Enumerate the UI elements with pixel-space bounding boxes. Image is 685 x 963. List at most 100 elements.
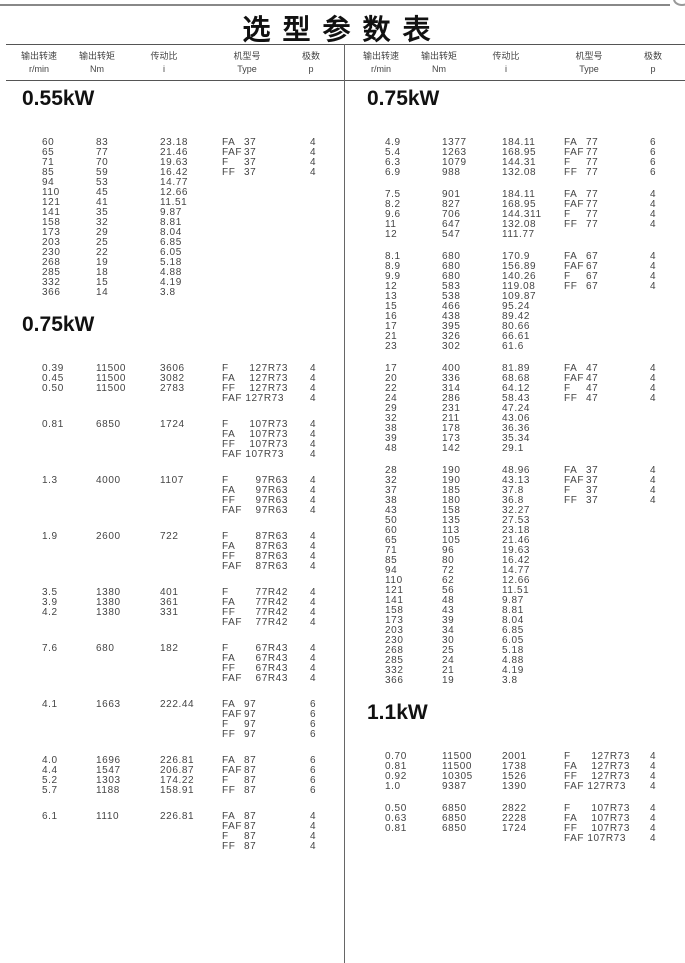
header-cn: 输出转速 [20, 51, 57, 61]
poles-cell: 4 [310, 653, 317, 664]
speed-cell: 29 [385, 403, 398, 414]
torque-cell: 113 [442, 525, 460, 536]
ratio-cell: 144.31 [502, 157, 537, 168]
speed-cell: 24 [385, 393, 398, 404]
torque-cell: 29 [96, 227, 109, 238]
poles-cell: 4 [310, 551, 317, 562]
table-row: 1.0 9387 1390 FAF 127R73 4 [345, 782, 685, 792]
table-row: 4.0 1696 226.81 FA 87 6 [0, 756, 340, 766]
type-cell: F 107R73 [564, 804, 630, 814]
type-model: 37 [244, 157, 257, 168]
table-row: 48 142 29.1 [345, 444, 685, 454]
type-series: F [564, 485, 571, 496]
poles-cell: 4 [650, 465, 657, 476]
table-row: 60 83 23.18 FA 37 4 [0, 138, 340, 148]
torque-cell: 680 [442, 261, 461, 272]
type-cell: FA 47 [564, 364, 630, 374]
type-cell: FF 87 [222, 786, 288, 796]
type-series: FA [222, 653, 236, 664]
ratio-cell: 722 [160, 531, 179, 542]
ratio-cell: 1390 [502, 781, 527, 792]
ratio-cell: 66.61 [502, 331, 531, 342]
column-header-r-min: 输出转速 r/min [8, 50, 70, 76]
header-bottom-rule [6, 80, 685, 81]
table-row: 43 158 32.27 [345, 506, 685, 516]
column-header-p: 极数 p [296, 50, 326, 76]
torque-cell: 180 [442, 495, 461, 506]
type-cell: F 77 [564, 210, 630, 220]
speed-cell: 60 [385, 525, 398, 536]
speed-cell: 12 [385, 281, 398, 292]
type-series: F [564, 157, 571, 168]
column-header-type: 机型号 Type [564, 50, 614, 76]
type-model: 127R73 [587, 781, 626, 792]
table-row: 332 21 4.19 [345, 666, 685, 676]
table-row: FAF 107R73 4 [345, 834, 685, 844]
ratio-cell: 3.8 [502, 675, 518, 686]
type-cell: FAF 77 [564, 200, 630, 210]
poles-cell: 4 [650, 261, 657, 272]
poles-cell: 4 [310, 673, 317, 684]
table-row: 12 583 119.08 FF 67 4 [345, 282, 685, 292]
torque-cell: 77 [96, 147, 109, 158]
model-group: 6.1 1110 226.81 FA 87 4 FAF 87 4 F 87 4 FF 87 4 [0, 812, 340, 852]
type-series: FF [564, 281, 578, 292]
ratio-cell: 4.88 [160, 267, 182, 278]
ratio-cell: 27.53 [502, 515, 531, 526]
type-series: FA [564, 465, 578, 476]
type-model: 107R73 [591, 803, 630, 814]
torque-cell: 1079 [442, 157, 467, 168]
type-series: F [222, 719, 229, 730]
type-model: 77 [586, 137, 599, 148]
poles-cell: 4 [310, 485, 317, 496]
torque-cell: 25 [96, 237, 109, 248]
poles-cell: 4 [650, 199, 657, 210]
table-row: 121 41 11.51 [0, 198, 340, 208]
type-model: 127R73 [245, 393, 284, 404]
speed-cell: 17 [385, 321, 398, 332]
type-cell: FF 77 [564, 220, 630, 230]
speed-cell: 173 [42, 227, 61, 238]
type-model: 97 [244, 719, 257, 730]
speed-cell: 21 [385, 331, 398, 342]
type-model: 77 [586, 219, 599, 230]
ratio-cell: 21.46 [502, 535, 531, 546]
torque-cell: 680 [442, 271, 461, 282]
type-cell: FAF 87R63 [222, 562, 288, 572]
speed-cell: 37 [385, 485, 398, 496]
speed-cell: 39 [385, 433, 398, 444]
table-row: 0.81 11500 1738 FA 127R73 4 [345, 762, 685, 772]
torque-cell: 1663 [96, 699, 121, 710]
type-series: FF [222, 729, 236, 740]
type-cell: F 87R63 [222, 532, 288, 542]
ratio-cell: 43.06 [502, 413, 531, 424]
speed-cell: 12 [385, 229, 398, 240]
poles-cell: 4 [310, 363, 317, 374]
torque-cell: 11500 [96, 373, 127, 384]
type-cell: F 47 [564, 384, 630, 394]
type-model: 87R63 [255, 541, 288, 552]
type-cell: FA 37 [222, 138, 288, 148]
ratio-cell: 35.34 [502, 433, 531, 444]
type-cell: FAF 67 [564, 262, 630, 272]
table-row: 3.9 1380 361 FA 77R42 4 [0, 598, 340, 608]
type-cell: F 87 [222, 776, 288, 786]
type-series: FA [564, 189, 578, 200]
table-row: 71 96 19.63 [345, 546, 685, 556]
speed-cell: 366 [385, 675, 404, 686]
speed-cell: 23 [385, 341, 398, 352]
type-cell: F 37 [564, 486, 630, 496]
type-series: FF [222, 495, 236, 506]
table-row: FA 67R43 4 [0, 654, 340, 664]
table-row: 203 25 6.85 [0, 238, 340, 248]
table-row: 268 19 5.18 [0, 258, 340, 268]
torque-cell: 302 [442, 341, 461, 352]
torque-cell: 32 [96, 217, 109, 228]
table-row: 0.63 6850 2228 FA 107R73 4 [345, 814, 685, 824]
header-en: Type [237, 64, 257, 74]
table-row: 4.9 1377 184.11 FA 77 6 [345, 138, 685, 148]
type-series: FF [564, 393, 578, 404]
power-rating-heading: 0.75kW [22, 313, 95, 336]
table-row: 20 336 68.68 FAF 47 4 [345, 374, 685, 384]
column-header-r-min: 输出转速 r/min [350, 50, 412, 76]
